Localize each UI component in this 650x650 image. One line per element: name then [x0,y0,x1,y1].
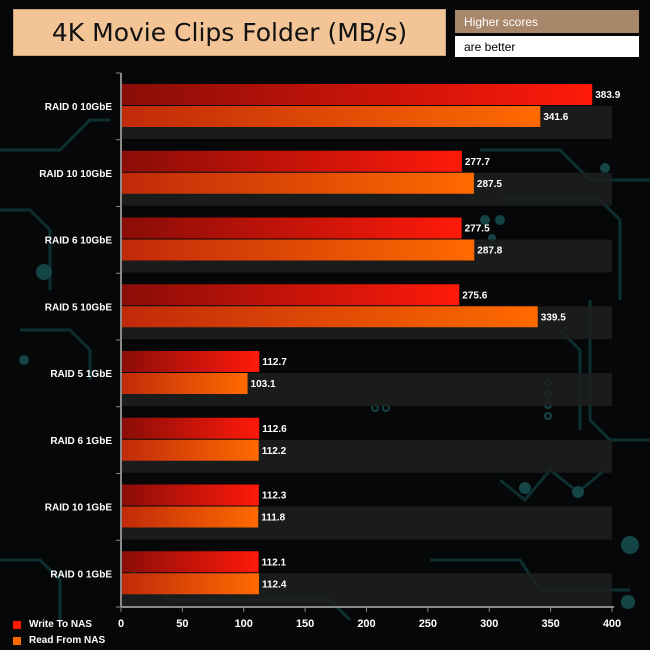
x-tick-label: 400 [603,618,621,630]
x-tick-label: 100 [235,618,253,630]
data-label: 112.6 [262,424,287,435]
legend-item-read: Read From NAS [13,634,105,647]
x-tick-label: 150 [296,618,314,630]
data-label: 287.8 [477,246,502,257]
data-label: 112.3 [262,491,287,502]
write-bar [121,484,259,506]
data-label: 112.4 [262,579,287,590]
category-label: RAID 10 10GbE [39,169,112,180]
legend: Write To NAS Read From NAS [13,618,105,650]
category-label: RAID 6 10GbE [45,236,113,247]
chart-labels: RAID 0 10GbE RAID 10 10GbE RAID 6 10GbE RAI… [39,90,621,630]
write-bar [121,551,259,573]
data-label: 287.5 [477,179,502,190]
legend-item-write: Write To NAS [13,618,105,631]
note-line-1: Higher scores [464,14,539,29]
category-label: RAID 10 1GbE [45,503,113,514]
data-label: 112.2 [262,446,287,457]
data-label: 339.5 [541,312,566,323]
read-bar [121,373,248,394]
chart-axes [116,72,614,612]
chart-title-box: 4K Movie Clips Folder (MB/s) [13,9,446,56]
data-label: 277.7 [465,157,490,168]
category-label: RAID 5 10GbE [45,302,113,313]
read-bar [121,172,474,194]
read-bar [121,239,475,261]
data-label: 112.1 [262,557,287,568]
category-label: RAID 0 10GbE [45,102,113,113]
data-label: 111.8 [261,513,285,524]
x-tick-label: 200 [357,618,375,630]
note-line-2: are better [464,39,516,54]
read-bar [121,439,259,461]
legend-swatch-write [13,620,21,629]
data-label: 277.5 [465,224,490,235]
category-label: RAID 0 1GbE [50,569,112,580]
x-tick-label: 50 [176,618,188,630]
data-label: 383.9 [595,90,620,101]
legend-label-read: Read From NAS [29,635,106,646]
x-tick-label: 300 [480,618,498,630]
legend-swatch-read [13,636,21,645]
x-tick-label: 250 [419,618,437,630]
data-label: 103.1 [251,379,276,390]
x-tick-label: 0 [118,618,124,630]
are-better-note: are better [455,36,639,57]
write-bar [121,284,460,306]
write-bar [121,417,260,439]
bar-group [121,84,593,595]
legend-label-write: Write To NAS [29,619,92,630]
higher-scores-note: Higher scores [455,10,639,33]
category-label: RAID 6 1GbE [50,436,112,447]
write-bar [121,150,462,172]
read-bar [121,573,259,595]
data-label: 112.7 [262,357,287,368]
read-bar [121,106,541,127]
read-bar [121,506,259,528]
category-label: RAID 5 1GbE [50,369,112,380]
data-label: 341.6 [543,112,568,123]
x-tick-label: 350 [541,618,559,630]
write-bar [121,217,462,239]
read-bar [121,306,538,328]
write-bar [121,84,593,105]
write-bar [121,351,260,372]
chart-title: 4K Movie Clips Folder (MB/s) [51,18,408,47]
data-label: 275.6 [462,290,487,301]
